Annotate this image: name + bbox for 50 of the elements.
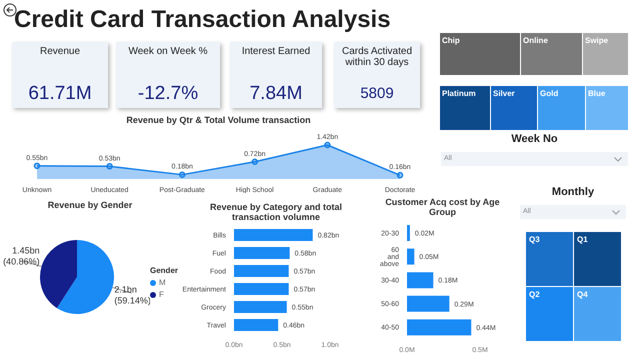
text: 7.84M: [250, 83, 302, 104]
chart-title: Revenue by Category and total transaction volumne: [208, 202, 344, 222]
category-label: Q2: [526, 287, 573, 341]
text: 5809: [360, 85, 394, 102]
category-label: Online: [521, 33, 582, 75]
chart-title: Revenue by Qtr & Total Volume transaction: [125, 115, 312, 125]
pie-slice: [40, 240, 77, 308]
point: [178, 171, 186, 178]
bar: [234, 319, 278, 331]
category-label: Blue: [586, 86, 628, 130]
category-label: Interest Earned: [240, 46, 312, 57]
chart-title: Customer Acq cost by Age Group: [384, 197, 501, 217]
category-label: Week on Week %: [127, 46, 209, 57]
bar: [407, 296, 450, 312]
data-label: 2.1bn (59.14%): [114, 284, 151, 306]
bar: [234, 265, 289, 277]
pie-slice: [56, 240, 114, 314]
bar: [407, 319, 472, 336]
category-label: Revenue: [38, 46, 82, 57]
text: Credit Card Transaction Analysis: [14, 6, 392, 35]
category-label: Q1: [574, 232, 621, 286]
legend-label: F: [158, 290, 165, 299]
category-label: Silver: [491, 86, 537, 130]
text: 61.71M: [28, 83, 92, 104]
bar: [407, 272, 434, 288]
point: [324, 142, 331, 148]
text: -12.7%: [138, 83, 198, 104]
chart-title: Revenue by Gender: [46, 200, 134, 210]
point: [396, 172, 404, 178]
legend-title: Gender: [150, 266, 178, 275]
text: Week No: [510, 133, 559, 145]
bar: [234, 301, 287, 313]
point: [34, 162, 40, 170]
bar: [234, 247, 290, 259]
legend-label: M: [158, 278, 167, 287]
bar: [407, 248, 414, 265]
bar: [407, 225, 410, 241]
category-label: Q4: [574, 287, 621, 341]
category-label: Q3: [526, 232, 573, 286]
bar: [234, 283, 289, 295]
point: [252, 158, 258, 166]
text: Monthly: [550, 186, 596, 198]
point: [106, 163, 113, 170]
category-label: Platinum: [440, 86, 490, 130]
category-label: Cards Activated within 30 days: [340, 46, 414, 68]
data-label: 1.45bn (40.86%): [3, 245, 40, 266]
bar: [234, 229, 313, 241]
category-label: Chip: [440, 33, 520, 75]
category-label: Gold: [538, 86, 585, 130]
category-label: Swipe: [583, 33, 628, 75]
